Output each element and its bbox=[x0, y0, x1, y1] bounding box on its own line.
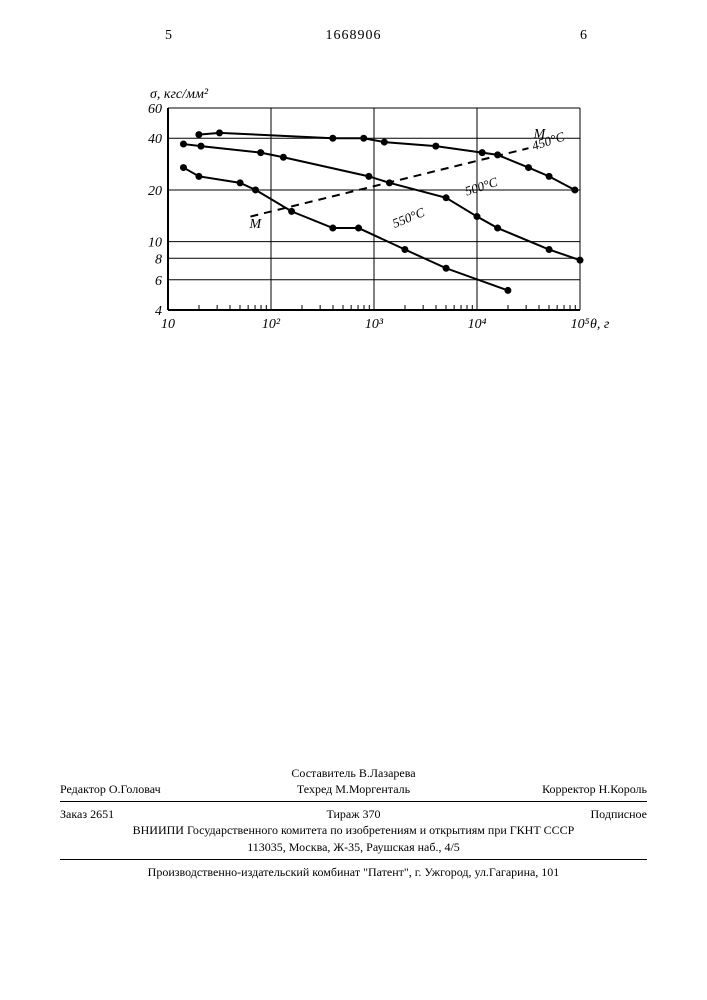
svg-text:θ, г: θ, г bbox=[590, 317, 610, 332]
svg-text:6: 6 bbox=[155, 274, 162, 289]
svg-text:10²: 10² bbox=[262, 317, 281, 332]
svg-text:20: 20 bbox=[148, 184, 162, 199]
editor-name: О.Головач bbox=[109, 782, 161, 796]
page-num-center: 1668906 bbox=[326, 28, 382, 44]
chart-container: 1010²10³10⁴10⁵46810204060σ, кгс/мм²θ, г4… bbox=[110, 80, 630, 340]
corrector-label: Корректор bbox=[542, 782, 596, 796]
svg-text:10³: 10³ bbox=[365, 317, 384, 332]
techred-name: М.Моргенталь bbox=[335, 782, 410, 796]
printer-line: Производственно-издательский комбинат "П… bbox=[60, 864, 647, 880]
svg-text:60: 60 bbox=[148, 102, 162, 117]
compiler-name: В.Лазарева bbox=[359, 766, 416, 780]
svg-text:40: 40 bbox=[148, 132, 162, 147]
org-line1: ВНИИПИ Государственного комитета по изоб… bbox=[60, 822, 647, 838]
org-line2: 113035, Москва, Ж-35, Раушская наб., 4/5 bbox=[60, 839, 647, 855]
svg-text:4: 4 bbox=[155, 304, 162, 319]
page-num-right: 6 bbox=[580, 28, 587, 44]
techred-label: Техред bbox=[297, 782, 332, 796]
tirazh-num: 370 bbox=[363, 807, 381, 821]
svg-text:10⁴: 10⁴ bbox=[468, 317, 487, 332]
tirazh-label: Тираж bbox=[326, 807, 359, 821]
svg-text:M: M bbox=[249, 217, 263, 232]
svg-text:10: 10 bbox=[161, 317, 175, 332]
divider-2 bbox=[60, 859, 647, 860]
svg-text:10: 10 bbox=[148, 236, 162, 251]
order-label: Заказ bbox=[60, 807, 87, 821]
chart-svg: 1010²10³10⁴10⁵46810204060σ, кгс/мм²θ, г4… bbox=[110, 80, 630, 340]
svg-text:10⁵: 10⁵ bbox=[571, 317, 590, 332]
editor-label: Редактор bbox=[60, 782, 106, 796]
order-num: 2651 bbox=[90, 807, 114, 821]
compiler-label: Составитель bbox=[291, 766, 355, 780]
svg-text:M: M bbox=[533, 127, 547, 142]
subscription: Подписное bbox=[591, 807, 648, 821]
footer-block: Составитель В.Лазарева Редактор О.Голова… bbox=[60, 765, 647, 880]
corrector-name: Н.Король bbox=[599, 782, 647, 796]
svg-text:σ, кгс/мм²: σ, кгс/мм² bbox=[150, 87, 209, 102]
divider-1 bbox=[60, 801, 647, 802]
page-num-left: 5 bbox=[165, 28, 172, 44]
svg-text:8: 8 bbox=[155, 252, 162, 267]
svg-text:500°C: 500°C bbox=[463, 174, 500, 199]
svg-text:550°C: 550°C bbox=[390, 204, 427, 231]
